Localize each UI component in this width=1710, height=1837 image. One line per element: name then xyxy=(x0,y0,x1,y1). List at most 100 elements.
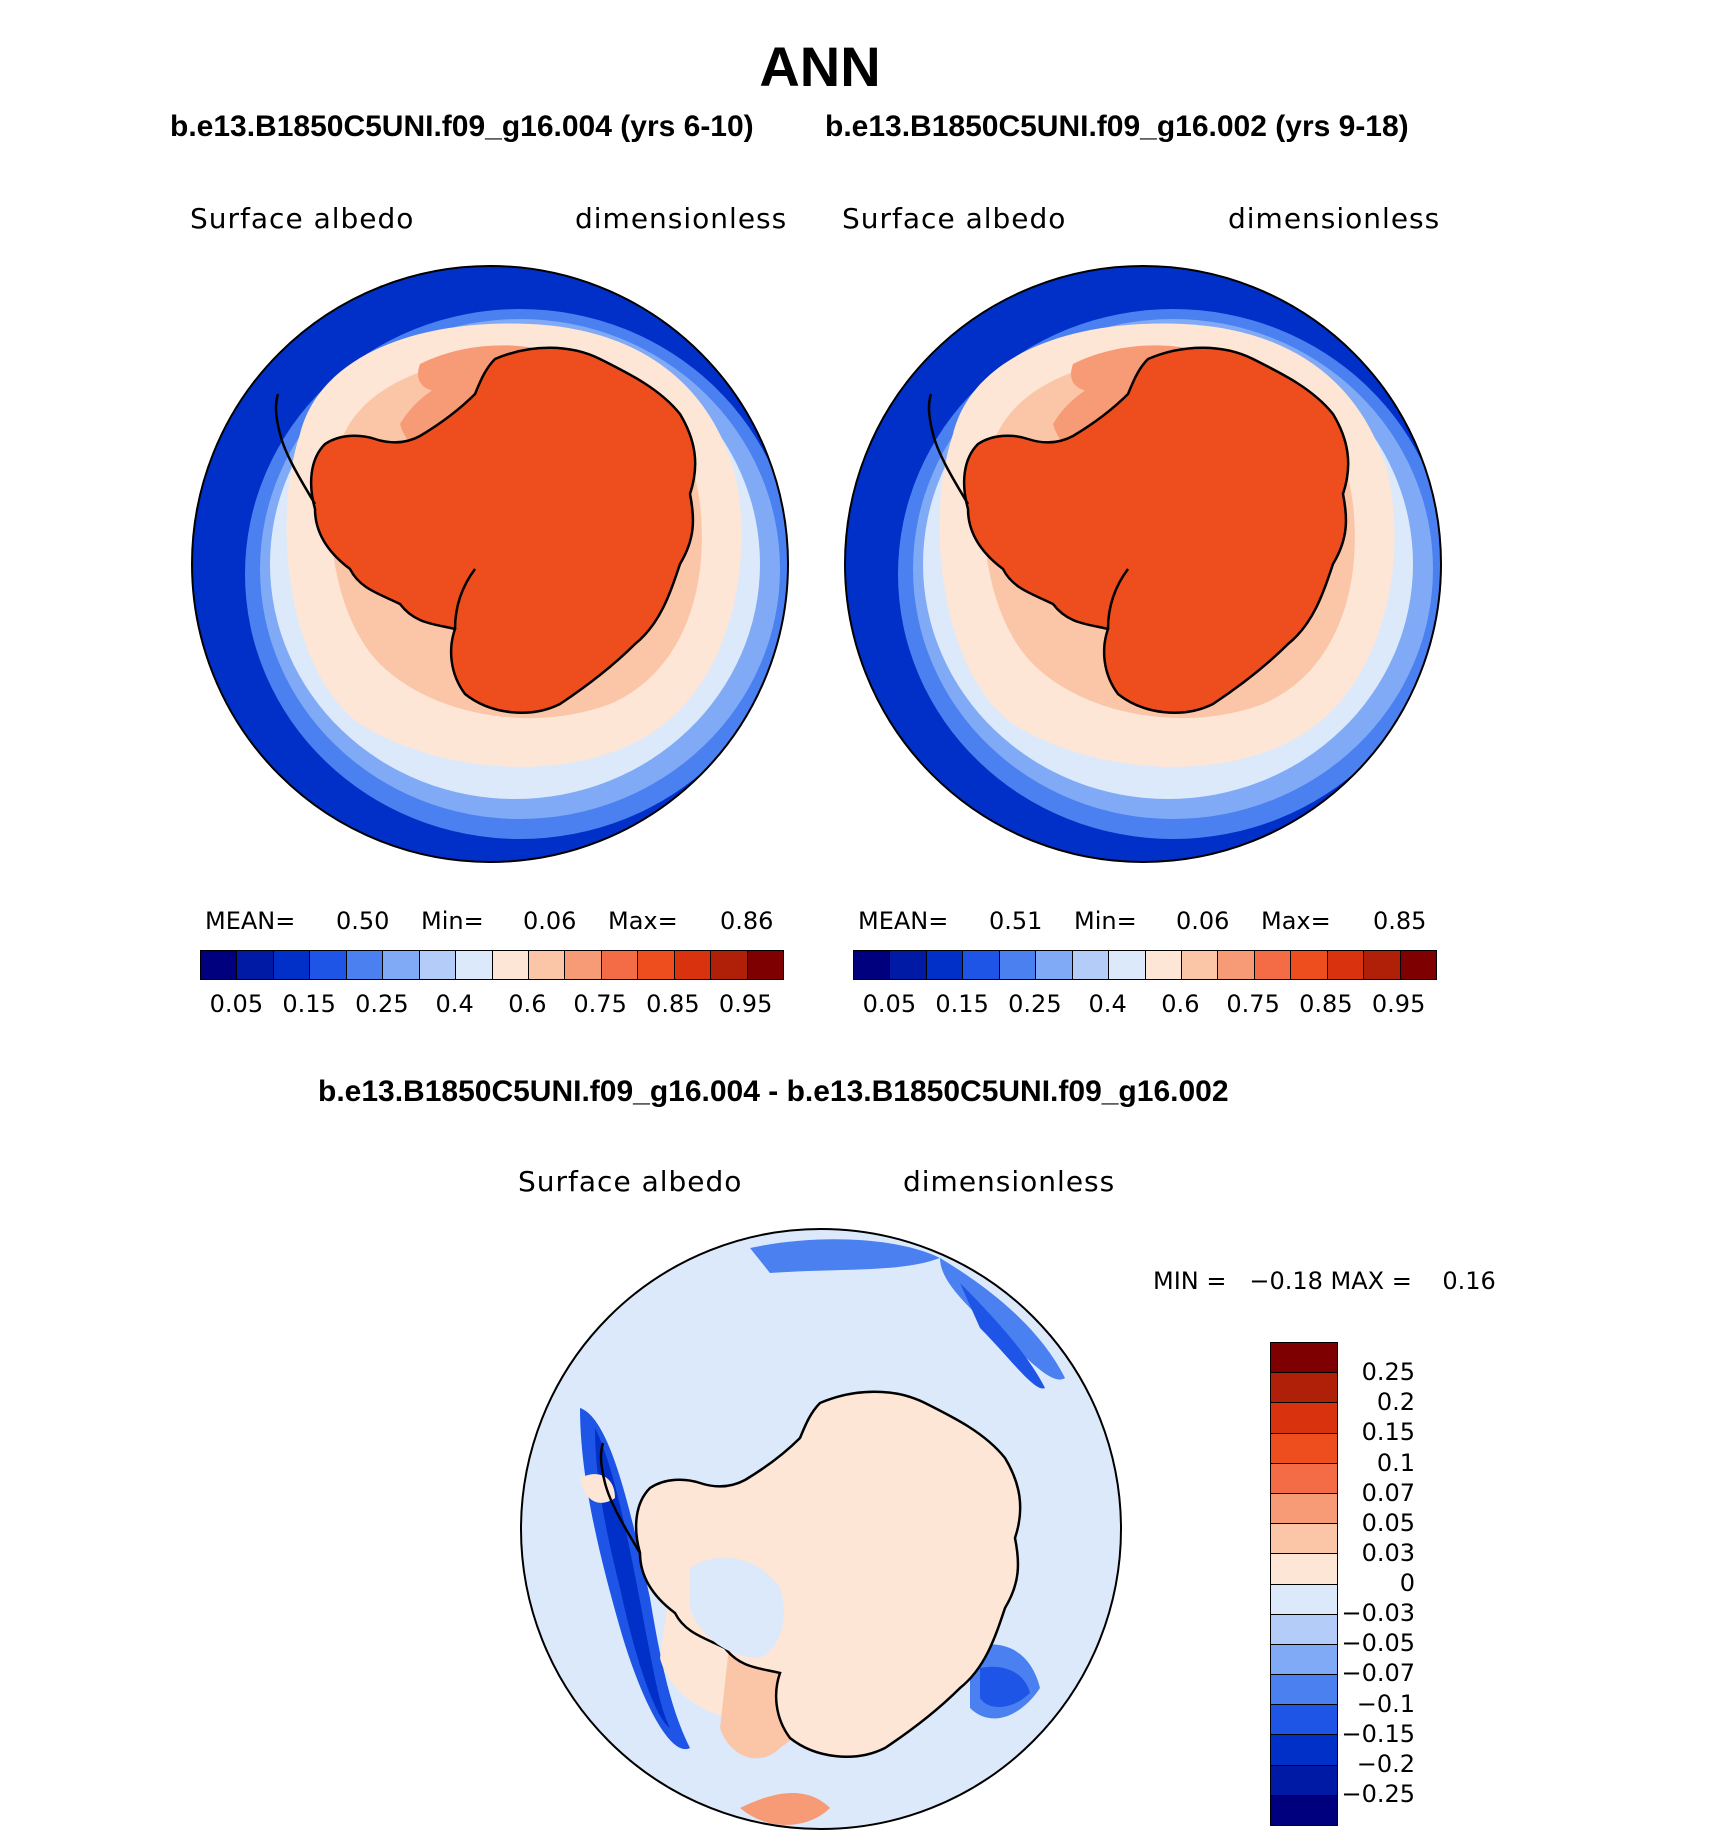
colorbar-tick-label: 0.95 xyxy=(718,990,773,1018)
colorbar-swatch xyxy=(1218,951,1255,979)
diff-colorbar-tick-label: −0.03 xyxy=(1341,1599,1415,1628)
panel2-colorbar-ticks: 0.05 0.15 0.25 0.4 0.6 0.75 0.85 0.95 xyxy=(853,990,1435,1020)
antarctic-peninsula xyxy=(599,1442,642,1554)
panel2-max-value: 0.85 xyxy=(1373,907,1427,935)
diff-colorbar-swatch xyxy=(1271,1644,1337,1676)
diff-colorbar-tick-label: 0.1 xyxy=(1376,1448,1415,1477)
colorbar-swatch xyxy=(310,951,347,979)
diff-colorbar-swatch xyxy=(1271,1554,1337,1585)
panel2-variable-label: Surface albedo xyxy=(842,202,1067,235)
diff-colorbar-tick-label: −0.15 xyxy=(1341,1719,1415,1748)
diff-colorbar-ticks: 0.25 0.2 0.15 0.1 0.07 0.05 0.03 0 −0.03 −0.05 −0.… xyxy=(1335,1342,1435,1824)
colorbar-swatch xyxy=(1145,951,1182,979)
colorbar-tick-label: 0.85 xyxy=(1299,990,1353,1018)
colorbar-tick-label: 0.6 xyxy=(1161,990,1200,1018)
colorbar-swatch xyxy=(1254,951,1292,979)
colorbar-swatch xyxy=(1072,951,1110,979)
diff-polar-map xyxy=(520,1228,1122,1830)
colorbar-swatch xyxy=(1036,951,1073,979)
diff-colorbar-tick-label: 0.05 xyxy=(1361,1508,1415,1537)
panel1-colorbar-ticks: 0.05 0.15 0.25 0.4 0.6 0.75 0.85 0.95 xyxy=(200,990,782,1020)
diff-colorbar-swatch xyxy=(1271,1373,1337,1404)
colorbar-swatch xyxy=(1109,951,1146,979)
panel2-mean-value: 0.51 xyxy=(989,907,1043,935)
diff-colorbar-swatch xyxy=(1271,1403,1337,1434)
colorbar-tick-label: 0.15 xyxy=(282,990,336,1018)
diff-colorbar-tick-label: −0.07 xyxy=(1341,1659,1415,1688)
diff-colorbar-swatch xyxy=(1271,1705,1337,1736)
colorbar-swatch xyxy=(346,951,384,979)
colorbar-tick-label: 0.25 xyxy=(355,990,409,1018)
colorbar-tick-label: 0.75 xyxy=(573,990,627,1018)
antarctic-peninsula xyxy=(927,393,970,505)
diff-colorbar-tick-label: 0.2 xyxy=(1376,1388,1415,1417)
diff-colorbar-swatch xyxy=(1271,1493,1337,1525)
colorbar-swatch xyxy=(1181,951,1219,979)
diff-colorbar-tick-label: −0.25 xyxy=(1341,1779,1415,1808)
diff-colorbar-tick-label: 0 xyxy=(1399,1569,1415,1597)
antarctic-peninsula xyxy=(274,393,317,505)
diff-colorbar-tick-label: 0.03 xyxy=(1361,1538,1415,1567)
colorbar-swatch xyxy=(565,951,602,979)
diff-colorbar-swatch xyxy=(1271,1614,1337,1645)
diff-colorbar-tick-label: −0.2 xyxy=(1356,1749,1415,1778)
panel2-min-value: 0.06 xyxy=(1176,907,1230,935)
antarctica-landmass xyxy=(962,346,1350,714)
colorbar-swatch xyxy=(711,951,748,979)
antarctica-landmass xyxy=(309,346,697,714)
ross-ice-shelf-edge xyxy=(453,568,477,630)
colorbar-tick-label: 0.85 xyxy=(646,990,700,1018)
diff-minmax-label: MIN = −0.18 MAX = 0.16 xyxy=(1153,1267,1496,1295)
diff-units-label: dimensionless xyxy=(903,1165,1116,1198)
colorbar-tick-label: 0.6 xyxy=(508,990,547,1018)
colorbar-swatch xyxy=(383,951,420,979)
diff-colorbar-swatch xyxy=(1271,1433,1337,1464)
colorbar-swatch xyxy=(926,951,964,979)
colorbar-swatch xyxy=(528,951,566,979)
panel1-max-value: 0.86 xyxy=(720,907,774,935)
colorbar-swatch xyxy=(1364,951,1401,979)
colorbar-tick-label: 0.4 xyxy=(1088,990,1127,1018)
colorbar-swatch xyxy=(237,951,274,979)
colorbar-tick-label: 0.75 xyxy=(1226,990,1280,1018)
diff-colorbar-swatch xyxy=(1271,1795,1337,1825)
colorbar-swatch xyxy=(890,951,927,979)
panel2-units-label: dimensionless xyxy=(1228,202,1441,235)
panel1-min-label: Min= xyxy=(421,907,484,935)
diff-colorbar-swatch xyxy=(1271,1735,1337,1766)
colorbar-swatch xyxy=(854,951,891,979)
colorbar-tick-label: 0.4 xyxy=(435,990,474,1018)
colorbar-swatch xyxy=(1327,951,1365,979)
ross-ice-shelf-edge xyxy=(1106,568,1130,630)
colorbar-swatch xyxy=(419,951,457,979)
subtitle-right: b.e13.B1850C5UNI.f09_g16.002 (yrs 9-18) xyxy=(825,110,1409,143)
colorbar-swatch xyxy=(674,951,712,979)
panel1-polar-map xyxy=(191,265,789,863)
panel1-colorbar xyxy=(200,950,784,980)
antarctica-outline xyxy=(634,1390,1022,1758)
diff-colorbar-tick-label: −0.05 xyxy=(1341,1629,1415,1658)
panel1-units-label: dimensionless xyxy=(575,202,788,235)
panel1-variable-label: Surface albedo xyxy=(190,202,415,235)
panel2-min-label: Min= xyxy=(1074,907,1137,935)
colorbar-tick-label: 0.15 xyxy=(935,990,989,1018)
panel1-mean-value: 0.50 xyxy=(336,907,390,935)
colorbar-swatch xyxy=(201,951,238,979)
colorbar-tick-label: 0.05 xyxy=(209,990,264,1018)
diff-colorbar-tick-label: 0.07 xyxy=(1361,1478,1415,1507)
colorbar-swatch xyxy=(601,951,639,979)
diff-colorbar-tick-label: 0.15 xyxy=(1361,1418,1415,1447)
colorbar-swatch xyxy=(1291,951,1328,979)
colorbar-tick-label: 0.95 xyxy=(1371,990,1426,1018)
colorbar-swatch xyxy=(1400,951,1436,979)
diff-variable-label: Surface albedo xyxy=(518,1165,743,1198)
panel1-min-value: 0.06 xyxy=(523,907,577,935)
colorbar-swatch xyxy=(999,951,1037,979)
diff-colorbar xyxy=(1270,1342,1338,1826)
panel2-mean-label: MEAN= xyxy=(858,907,949,935)
difference-title: b.e13.B1850C5UNI.f09_g16.004 - b.e13.B18… xyxy=(318,1075,1229,1108)
subtitle-left: b.e13.B1850C5UNI.f09_g16.004 (yrs 6-10) xyxy=(170,110,754,143)
diff-colorbar-swatch xyxy=(1271,1343,1337,1374)
diff-negative-band-northeast xyxy=(940,1258,1065,1380)
colorbar-swatch xyxy=(456,951,493,979)
